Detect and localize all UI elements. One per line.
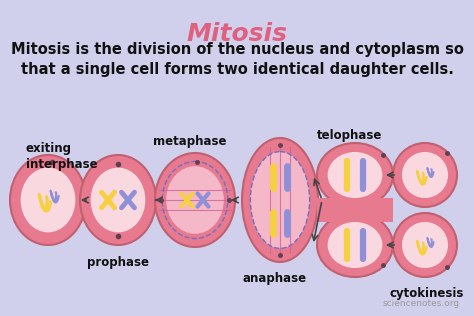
Text: Mitosis: Mitosis xyxy=(186,22,288,46)
Ellipse shape xyxy=(402,152,448,198)
FancyBboxPatch shape xyxy=(317,198,393,222)
Ellipse shape xyxy=(21,167,75,232)
Text: sciencenotes.org: sciencenotes.org xyxy=(383,299,460,308)
Ellipse shape xyxy=(166,166,224,234)
Ellipse shape xyxy=(393,213,457,277)
Text: Mitosis is the division of the nucleus and cytoplasm so
that a single cell forms: Mitosis is the division of the nucleus a… xyxy=(10,42,464,77)
Ellipse shape xyxy=(250,152,310,248)
Text: telophase: telophase xyxy=(317,129,383,142)
Ellipse shape xyxy=(91,167,146,232)
Ellipse shape xyxy=(242,138,318,262)
Text: metaphase: metaphase xyxy=(153,135,227,148)
Text: anaphase: anaphase xyxy=(243,272,307,285)
Ellipse shape xyxy=(328,152,383,198)
Text: prophase: prophase xyxy=(87,256,149,269)
Text: cytokinesis: cytokinesis xyxy=(390,287,464,300)
Text: exiting
interphase: exiting interphase xyxy=(26,142,98,171)
Ellipse shape xyxy=(393,143,457,207)
Ellipse shape xyxy=(80,155,156,245)
Ellipse shape xyxy=(402,222,448,268)
Ellipse shape xyxy=(317,143,393,207)
Ellipse shape xyxy=(155,153,235,247)
Ellipse shape xyxy=(10,155,86,245)
Ellipse shape xyxy=(317,213,393,277)
Ellipse shape xyxy=(328,222,383,268)
